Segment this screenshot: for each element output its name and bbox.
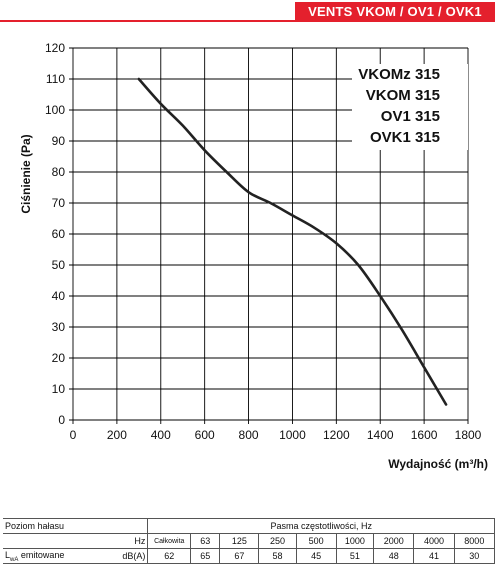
frequency-column-header: 4000 — [413, 533, 455, 549]
y-tick-label: 20 — [52, 351, 66, 365]
noise-value-cell: 58 — [258, 548, 297, 564]
x-axis-label: Wydajność (m³/h) — [388, 457, 488, 471]
noise-level-table: Poziom hałasu Pasma częstotliwości, Hz H… — [3, 518, 495, 564]
noise-value-cell: 48 — [373, 548, 415, 564]
y-tick-label: 120 — [45, 41, 65, 55]
x-tick-label: 200 — [107, 428, 127, 442]
x-tick-label: 1800 — [455, 428, 482, 442]
performance-chart: 0 10 20 30 40 50 60 70 80 90 100 110 120 0 200 400 600 8… — [19, 41, 488, 471]
y-tick-label: 60 — [52, 227, 66, 241]
model-label: VKOM 315 — [366, 87, 440, 104]
frequency-bands-header: Pasma częstotliwości, Hz — [147, 518, 495, 534]
x-tick-label: 1000 — [279, 428, 306, 442]
x-tick-label: 1600 — [411, 428, 438, 442]
frequency-column-header: Całkowita — [147, 533, 192, 549]
model-label: VKOMz 315 — [358, 66, 440, 83]
header-accent-line — [0, 20, 495, 22]
x-tick-label: 1400 — [367, 428, 394, 442]
frequency-column-header: 1000 — [335, 533, 375, 549]
noise-value-cell: 30 — [453, 548, 495, 564]
x-tick-labels: 0 200 400 600 800 1000 1200 1400 1600 1800 — [70, 428, 482, 442]
curve-layer — [137, 77, 448, 406]
model-legend: VKOMz 315 VKOM 315 OV1 315 OVK1 315 — [358, 66, 440, 146]
x-tick-label: 400 — [151, 428, 171, 442]
noise-value-cell: 41 — [413, 548, 455, 564]
frequency-column-header: 125 — [219, 533, 260, 549]
noise-value-cell: 51 — [335, 548, 375, 564]
table-row: Hz Całkowita 63 125 250 500 1000 2000 4000 8000 — [3, 533, 495, 549]
frequency-column-header: 8000 — [453, 533, 495, 549]
header-bar: VENTS VKOM / OV1 / OVK1 — [0, 0, 495, 22]
noise-value-cell: 45 — [295, 548, 337, 564]
x-tick-label: 600 — [195, 428, 215, 442]
y-tick-label: 30 — [52, 320, 66, 334]
hz-unit: Hz — [77, 533, 149, 549]
x-tick-label: 1200 — [323, 428, 350, 442]
frequency-column-header: 63 — [190, 533, 221, 549]
model-label: OV1 315 — [381, 108, 440, 125]
x-tick-label: 0 — [70, 428, 77, 442]
lwa-label: LwA emitowane — [3, 548, 78, 564]
y-tick-label: 70 — [52, 196, 66, 210]
y-tick-labels: 0 10 20 30 40 50 60 70 80 90 100 110 120 — [45, 41, 65, 427]
y-axis-label: Ciśnienie (Pa) — [19, 134, 33, 213]
table-row: Poziom hałasu Pasma częstotliwości, Hz — [3, 518, 495, 534]
y-tick-label: 10 — [52, 382, 66, 396]
header-title: VENTS VKOM / OV1 / OVK1 — [295, 2, 495, 22]
y-tick-label: 100 — [45, 103, 65, 117]
noise-level-label: Poziom hałasu — [3, 518, 148, 534]
y-tick-label: 90 — [52, 134, 66, 148]
y-tick-label: 0 — [58, 413, 65, 427]
table-row: LwA emitowane dB(A) 62 65 67 58 45 51 48 41 30 — [3, 548, 495, 564]
y-tick-label: 80 — [52, 165, 66, 179]
noise-value-cell: 65 — [190, 548, 221, 564]
x-tick-label: 800 — [239, 428, 259, 442]
y-tick-label: 40 — [52, 289, 66, 303]
y-tick-label: 110 — [46, 72, 65, 86]
performance-curve — [137, 77, 448, 406]
dba-unit: dB(A) — [77, 548, 149, 564]
noise-value-cell: 67 — [219, 548, 260, 564]
model-label: OVK1 315 — [370, 129, 440, 146]
y-tick-label: 50 — [52, 258, 66, 272]
frequency-column-header: 250 — [258, 533, 297, 549]
legend-background — [352, 64, 468, 150]
frequency-column-header: 500 — [295, 533, 337, 549]
frequency-column-header: 2000 — [373, 533, 415, 549]
noise-value-cell: 62 — [147, 548, 192, 564]
